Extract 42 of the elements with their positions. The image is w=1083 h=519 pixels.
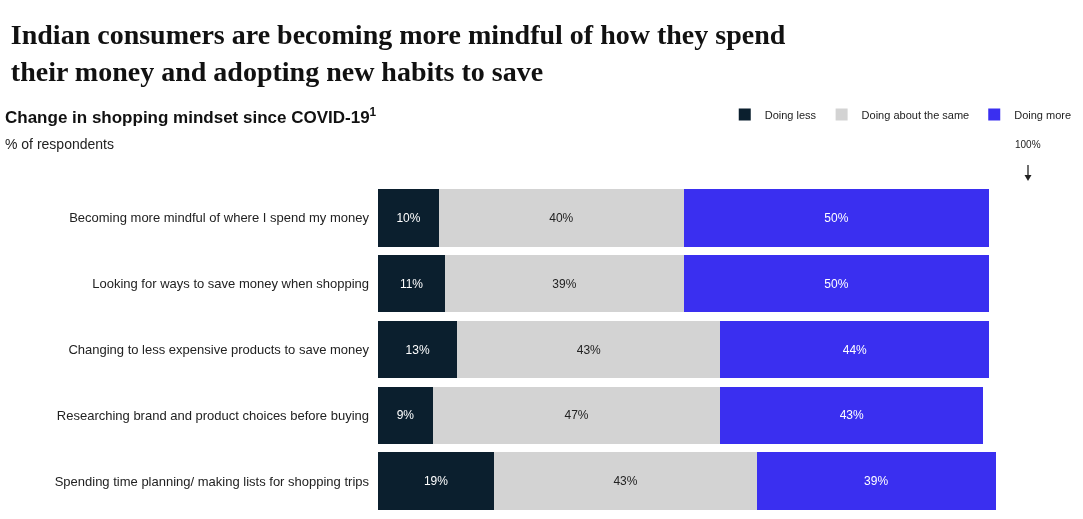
- legend-label: Doing less: [764, 108, 817, 121]
- bar: [378, 320, 458, 379]
- y-tick-label: Changing to less expensive products to save money: [68, 342, 370, 358]
- data-label: 50%: [824, 276, 849, 291]
- data-label: 19%: [423, 474, 449, 489]
- data-label: 47%: [564, 408, 589, 423]
- bar: [445, 255, 684, 313]
- y-tick-label: Becoming more mindful of where I spend my money: [69, 210, 370, 226]
- data-label: 40%: [549, 210, 574, 225]
- bar: [683, 189, 990, 247]
- data-label: 43%: [576, 342, 602, 357]
- text: Change in shopping mindset since COVID-19$^{1}$: [5, 105, 377, 128]
- bar: [378, 189, 440, 247]
- y-tick-label: Spending time planning/ making lists for shopping trips: [54, 473, 370, 489]
- bar: [439, 189, 684, 247]
- data-label: 13%: [405, 342, 430, 357]
- bar: [457, 320, 721, 379]
- legend-label: Doing about the same: [861, 108, 970, 121]
- text: 100%: [1015, 139, 1041, 150]
- bar: [378, 386, 434, 444]
- bar: [720, 320, 990, 379]
- data-label: 43%: [839, 408, 864, 423]
- data-label: 39%: [864, 474, 889, 489]
- data-label: 50%: [824, 210, 849, 225]
- legend-label: Doing more: [1014, 108, 1072, 121]
- bar: [683, 255, 990, 313]
- bar: [494, 452, 758, 510]
- data-label: 11%: [399, 276, 424, 291]
- data-label: 44%: [842, 342, 868, 357]
- data-label: 9%: [396, 408, 415, 423]
- y-tick-label: Looking for ways to save money when shopping: [92, 276, 369, 292]
- data-label: 43%: [613, 474, 638, 489]
- data-label: 39%: [552, 276, 577, 291]
- text: % of respondents: [5, 136, 114, 152]
- chart-title: Indian consumers are becoming more mindful of how they spend their money and adopting new habits to save: [10, 19, 786, 87]
- bar: [433, 386, 721, 444]
- bar: [757, 452, 996, 510]
- bar: [378, 452, 495, 510]
- y-tick-label: Researching brand and product choices before buying: [56, 407, 369, 423]
- bar: [720, 386, 984, 444]
- bar: [378, 255, 446, 313]
- data-label: 10%: [396, 210, 421, 225]
